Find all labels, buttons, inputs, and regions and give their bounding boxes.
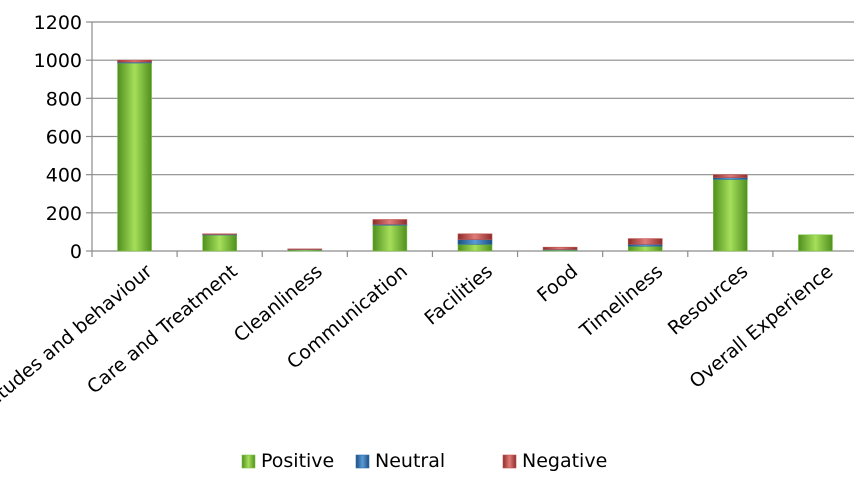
bar-segment-positive	[457, 244, 493, 252]
bar-segment-positive	[798, 234, 833, 252]
legend-label-neutral: Neutral	[375, 450, 445, 472]
y-tick-label: 0	[70, 241, 82, 263]
bar-segment-negative	[627, 238, 663, 245]
y-tick-label: 800	[46, 88, 82, 110]
legend: Positive Neutral Negative	[241, 450, 607, 472]
bar-segment-positive	[627, 245, 663, 252]
bars	[117, 59, 833, 252]
x-tick-label: Care and Treatment	[83, 260, 242, 398]
x-tick-label: Timeliness	[575, 260, 667, 342]
y-tick-labels: 0 200 400 600 800 1000 1200	[34, 12, 82, 263]
bar-segment-positive	[202, 234, 237, 252]
legend-swatch-positive	[241, 454, 256, 469]
bar-segment-negative	[117, 59, 152, 63]
bar-segment-positive	[713, 179, 748, 252]
bar-segment-negative	[287, 248, 323, 250]
bar-segment-negative	[542, 246, 578, 250]
bar-segment-negative	[372, 219, 408, 225]
bar-segment-negative	[457, 233, 493, 240]
y-tick-label: 200	[46, 203, 82, 225]
bar-segment-neutral	[457, 239, 493, 245]
bar-segment-positive	[372, 224, 408, 252]
x-tick-label: Facilities	[420, 260, 497, 329]
legend-label-negative: Negative	[522, 450, 607, 472]
y-tick-label: 1000	[34, 50, 82, 72]
legend-label-positive: Positive	[261, 450, 334, 472]
legend-swatch-neutral	[355, 454, 370, 469]
bar-segment-negative	[713, 174, 748, 178]
y-tick-label: 600	[46, 127, 82, 149]
legend-swatch-negative	[502, 454, 517, 469]
y-tick-label: 1200	[34, 12, 82, 34]
bar-segment-negative	[202, 233, 237, 235]
x-tick-label: Food	[533, 260, 582, 306]
bar-segment-positive	[117, 62, 152, 252]
x-tick-label: Overall Experience	[685, 260, 837, 392]
x-tick-label: Resources	[664, 260, 752, 339]
y-tick-label: 400	[46, 165, 82, 187]
